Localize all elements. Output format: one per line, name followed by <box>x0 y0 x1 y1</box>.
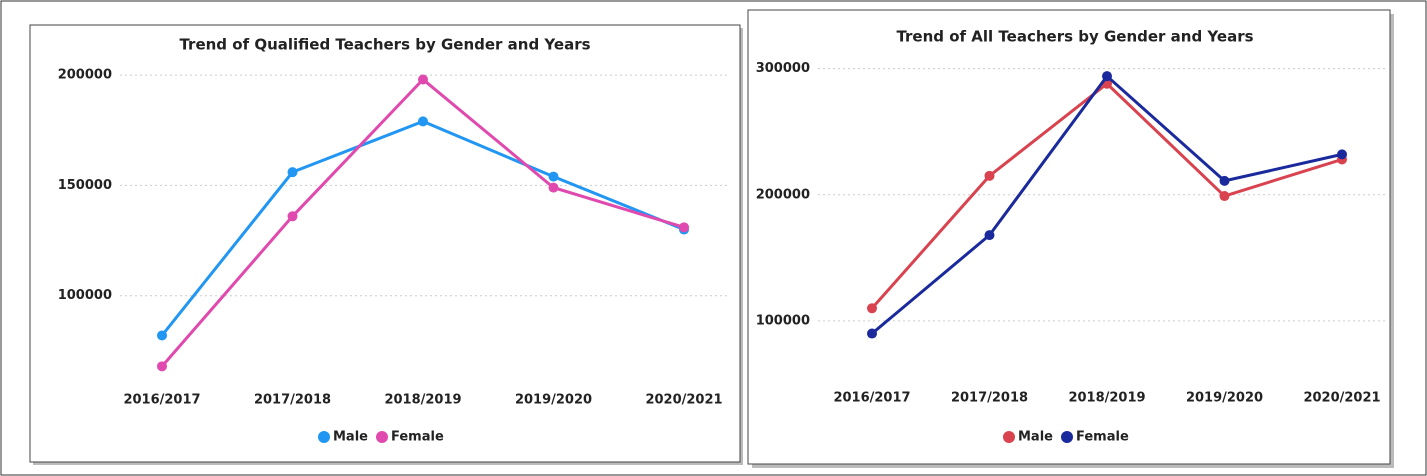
legend-marker <box>1003 431 1015 443</box>
panel <box>747 9 1391 465</box>
x-tick-label: 2019/2020 <box>515 393 592 408</box>
data-point <box>984 170 995 181</box>
data-point <box>1102 71 1112 82</box>
data-point <box>418 74 428 85</box>
x-tick-label: 2019/2020 <box>1186 391 1263 406</box>
legend-label: Male <box>333 430 368 445</box>
chart-title: Trend of Qualified Teachers by Gender an… <box>179 36 590 54</box>
x-tick-label: 2016/2017 <box>123 393 200 408</box>
y-tick-label: 100000 <box>58 288 112 303</box>
data-point <box>287 211 298 222</box>
data-point <box>548 171 559 182</box>
x-tick-label: 2020/2021 <box>645 393 722 408</box>
legend-marker <box>1061 431 1073 443</box>
panel <box>29 24 741 463</box>
data-point <box>548 182 559 193</box>
data-point <box>287 167 298 178</box>
data-point <box>867 303 877 314</box>
data-point <box>418 116 428 127</box>
legend-label: Female <box>391 430 444 445</box>
legend-marker <box>318 431 330 443</box>
y-tick-label: 150000 <box>58 178 112 193</box>
legend-label: Male <box>1018 430 1053 445</box>
chart-title: Trend of All Teachers by Gender and Year… <box>896 28 1253 46</box>
y-tick-label: 200000 <box>756 187 810 202</box>
data-point <box>157 330 167 341</box>
data-point <box>1337 149 1347 160</box>
legend-label: Female <box>1076 430 1129 445</box>
x-tick-label: 2017/2018 <box>254 393 331 408</box>
data-point <box>1219 175 1230 186</box>
y-tick-label: 300000 <box>756 61 810 76</box>
data-point <box>867 328 877 339</box>
y-tick-label: 200000 <box>58 68 112 83</box>
y-tick-label: 100000 <box>756 313 810 328</box>
data-point <box>1219 191 1230 202</box>
data-point <box>157 361 167 372</box>
legend-marker <box>376 431 388 443</box>
x-tick-label: 2020/2021 <box>1303 391 1380 406</box>
x-tick-label: 2017/2018 <box>951 391 1028 406</box>
x-tick-label: 2018/2019 <box>384 393 461 408</box>
x-tick-label: 2018/2019 <box>1068 391 1145 406</box>
x-tick-label: 2016/2017 <box>833 391 910 406</box>
data-point <box>984 230 995 241</box>
data-point <box>679 222 689 233</box>
